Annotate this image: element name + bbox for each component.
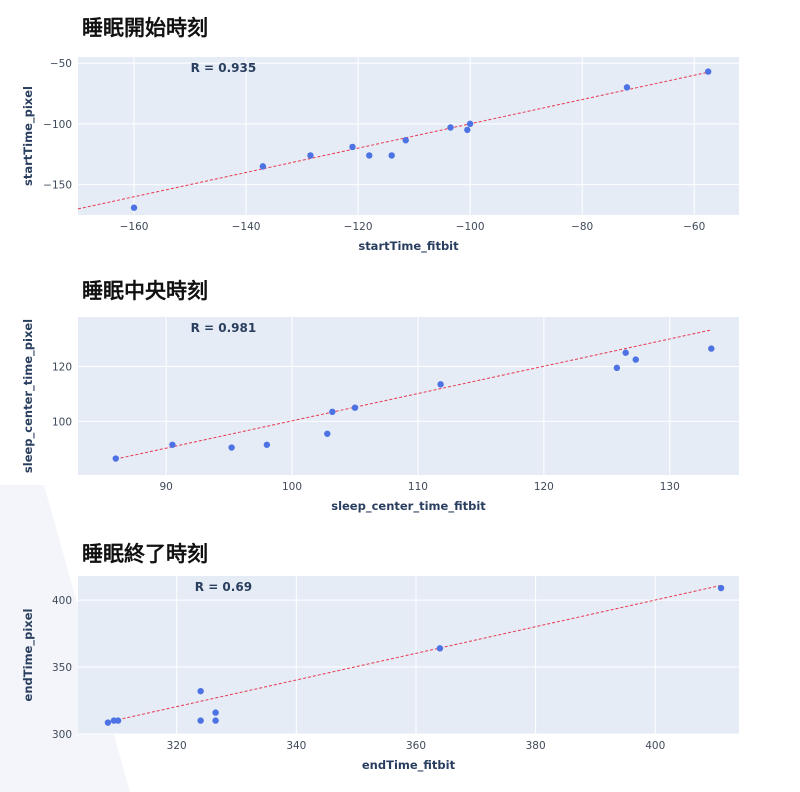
data-point xyxy=(104,719,112,726)
scatter-chart-start-time: −160 −140 −120 −100 −80 −60 −150 −100 −50 startTi… xyxy=(21,57,739,254)
x-tick-label: −100 xyxy=(456,221,485,233)
data-point xyxy=(263,441,271,448)
x-tick-label: −140 xyxy=(232,221,261,233)
y-tick-label: 100 xyxy=(52,416,72,428)
chart-panel-center-time: 睡眠中央時刻 90 100 110 120 130 100 120 sleep_center_… xyxy=(0,263,800,523)
x-tick-label: −80 xyxy=(571,221,593,233)
data-point xyxy=(437,381,444,388)
x-axis-label: sleep_center_time_fitbit xyxy=(331,499,486,514)
data-point xyxy=(708,345,715,352)
data-point xyxy=(114,717,122,724)
x-tick-label: 340 xyxy=(286,740,306,752)
data-point xyxy=(259,163,267,170)
data-point xyxy=(613,364,621,372)
scatter-chart-center-time: 90 100 110 120 130 100 120 sleep_center_time_fi… xyxy=(21,317,739,514)
data-point xyxy=(169,441,176,448)
data-point xyxy=(197,687,204,695)
correlation-annotation: R = 0.69 xyxy=(195,580,252,594)
x-tick-label: 320 xyxy=(167,740,187,752)
plot-area xyxy=(78,317,739,475)
data-point xyxy=(112,455,119,462)
x-tick-label: −120 xyxy=(344,221,373,233)
x-tick-label: 110 xyxy=(408,481,428,493)
x-tick-label: −160 xyxy=(120,221,149,233)
data-point xyxy=(329,408,336,415)
y-tick-label: 400 xyxy=(52,595,72,607)
data-point xyxy=(388,152,395,159)
data-point xyxy=(632,356,639,363)
chart-title: 睡眠終了時刻 xyxy=(82,542,208,566)
data-point xyxy=(349,143,356,151)
data-point xyxy=(623,84,631,91)
y-axis-label: startTime_pixel xyxy=(21,86,36,186)
x-tick-label: 400 xyxy=(645,740,665,752)
x-axis-label: startTime_fitbit xyxy=(358,239,459,254)
data-point xyxy=(351,404,359,411)
data-point xyxy=(402,137,409,144)
scatter-chart-end-time: 320 340 360 380 400 300 350 400 endTime_fitbit en… xyxy=(21,576,739,773)
data-point xyxy=(130,204,138,211)
y-axis-label: sleep_center_time_pixel xyxy=(21,319,36,473)
chart-title: 睡眠中央時刻 xyxy=(82,279,208,303)
y-tick-label: 300 xyxy=(52,729,72,741)
chart-title: 睡眠開始時刻 xyxy=(82,16,208,40)
data-point xyxy=(447,124,454,131)
data-point xyxy=(717,584,725,592)
x-tick-label: 90 xyxy=(159,481,172,493)
y-tick-label: 120 xyxy=(52,361,72,373)
x-tick-label: 100 xyxy=(282,481,302,493)
y-tick-label: −100 xyxy=(43,119,72,131)
x-tick-label: 380 xyxy=(526,740,546,752)
correlation-annotation: R = 0.935 xyxy=(191,61,257,75)
x-tick-label: 360 xyxy=(406,740,426,752)
x-tick-label: 120 xyxy=(534,481,554,493)
data-point xyxy=(436,645,444,652)
chart-panel-start-time: 睡眠開始時刻 −160 −140 −120 −100 −80 −60 −150 −100 −50… xyxy=(0,0,800,260)
data-point xyxy=(466,120,474,128)
data-point xyxy=(212,717,219,724)
data-point xyxy=(197,717,204,724)
correlation-annotation: R = 0.981 xyxy=(191,321,257,335)
y-tick-label: 350 xyxy=(52,662,72,674)
data-point xyxy=(212,709,219,716)
plot-area xyxy=(78,57,739,215)
chart-panel-end-time: 睡眠終了時刻 320 340 360 380 400 300 350 400 endTime_f… xyxy=(0,526,800,786)
y-tick-label: −50 xyxy=(50,58,72,70)
data-point xyxy=(464,126,471,134)
data-point xyxy=(324,430,331,437)
y-tick-label: −150 xyxy=(43,180,72,192)
data-point xyxy=(307,152,314,159)
data-point xyxy=(704,68,712,75)
x-tick-label: −60 xyxy=(683,221,705,233)
data-point xyxy=(228,444,235,451)
fit-line xyxy=(115,329,712,460)
fit-line xyxy=(77,71,712,210)
x-axis-label: endTime_fitbit xyxy=(362,758,456,773)
x-tick-label: 130 xyxy=(660,481,680,493)
data-point xyxy=(622,349,629,356)
y-axis-label: endTime_pixel xyxy=(21,609,36,702)
data-point xyxy=(366,152,373,159)
